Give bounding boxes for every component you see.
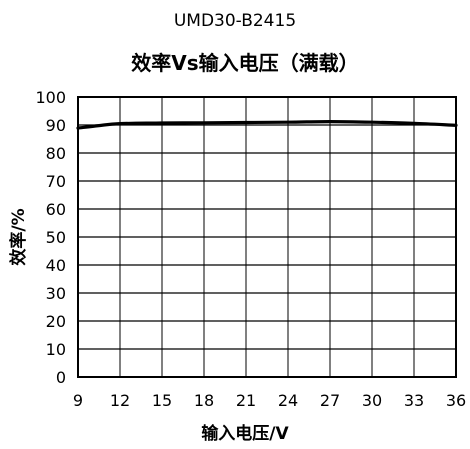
y-tick-label-4: 40 [46, 256, 66, 275]
y-tick-label-3: 30 [46, 284, 66, 303]
x-tick-label-5: 24 [278, 391, 298, 410]
x-tick-label-8: 33 [404, 391, 424, 410]
y-tick-label-9: 90 [46, 116, 66, 135]
y-tick-label-2: 20 [46, 312, 66, 331]
y-tick-label-7: 70 [46, 172, 66, 191]
plot-frame [77, 96, 457, 378]
x-tick-label-3: 18 [194, 391, 214, 410]
x-tick-label-6: 27 [320, 391, 340, 410]
y-tick-label-8: 80 [46, 144, 66, 163]
y-tick-label-6: 60 [46, 200, 66, 219]
y-tick-label-10: 100 [35, 88, 66, 107]
x-tick-labels: 9 12 15 18 21 24 27 30 33 36 [73, 391, 466, 410]
x-axis-title: 输入电压/V [201, 423, 289, 444]
y-axis-title: 效率/% [8, 208, 29, 265]
model-label: UMD30-B2415 [174, 11, 296, 31]
y-tick-label-0: 0 [56, 368, 66, 387]
x-tick-label-4: 21 [236, 391, 256, 410]
x-tick-label-2: 15 [152, 391, 172, 410]
x-tick-label-1: 12 [110, 391, 130, 410]
x-tick-label-9: 36 [446, 391, 466, 410]
grid-lines [78, 97, 456, 377]
y-tick-labels: 0 10 20 30 40 50 60 70 80 90 100 [35, 88, 66, 387]
series-layer [76, 120, 458, 130]
x-tick-label-0: 9 [73, 391, 83, 410]
x-tick-label-7: 30 [362, 391, 382, 410]
chart-title: 效率Vs输入电压（满载） [131, 51, 358, 75]
y-tick-label-5: 50 [46, 228, 66, 247]
y-tick-label-1: 10 [46, 340, 66, 359]
efficiency-curve-0 [76, 120, 458, 130]
